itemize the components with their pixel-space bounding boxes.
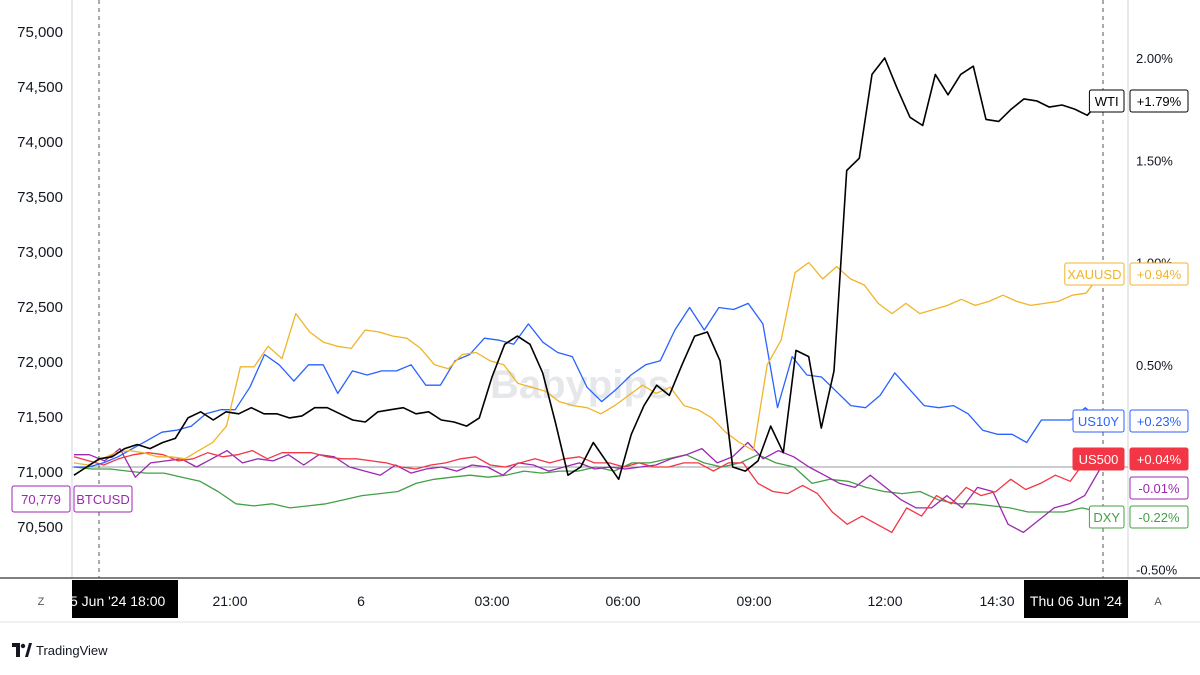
series-line-dxy [73, 454, 1101, 513]
time-tick-label: 03:00 [474, 593, 509, 609]
left-price-axis: 75,000 74,500 74,000 73,500 73,000 72,500 72,0… [17, 24, 63, 536]
left-tick-label: 73,000 [17, 244, 63, 261]
a-button-label: A [1154, 596, 1162, 608]
auto-scale-z-button[interactable]: Z [32, 592, 50, 610]
series-name: US500 [1079, 452, 1119, 467]
time-end-badge: Thu 06 Jun '24 [1024, 580, 1128, 618]
left-tick-label: 72,000 [17, 354, 63, 371]
series-line-btcusd [74, 441, 1101, 534]
right-tick-label: 2.00% [1136, 51, 1173, 66]
series-name: DXY [1093, 510, 1120, 525]
series-label-us500: US500 +0.04% [1072, 447, 1189, 471]
time-axis: 21:00 6 03:00 06:00 09:00 12:00 14:30 [212, 593, 1014, 609]
series-change: +0.23% [1137, 414, 1182, 429]
time-tick-label: 09:00 [736, 593, 771, 609]
series-line-us500 [73, 449, 1101, 534]
tradingview-logo-icon [12, 643, 32, 657]
time-tick-label: 21:00 [212, 593, 247, 609]
time-end-label: Thu 06 Jun '24 [1030, 593, 1122, 609]
left-tick-label: 74,000 [17, 134, 63, 151]
series-change: -0.22% [1138, 510, 1180, 525]
tradingview-logo-text: TradingView [36, 642, 108, 658]
series-label-btcusd: -0.01% 70,779 BTCUSD [11, 476, 1189, 513]
z-button-label: Z [38, 596, 45, 608]
left-tick-label: 74,500 [17, 79, 63, 96]
left-tick-label: 72,500 [17, 299, 63, 316]
time-tick-label: 6 [357, 593, 365, 609]
auto-scale-a-button[interactable]: A [1149, 592, 1167, 610]
series-change: +1.79% [1137, 94, 1182, 109]
series-line-wti [73, 57, 1101, 481]
left-tick-label: 71,500 [17, 409, 63, 426]
right-tick-label: 0.50% [1136, 358, 1173, 373]
left-tick-label: 75,000 [17, 24, 63, 41]
series-change: +0.94% [1137, 267, 1182, 282]
tradingview-logo[interactable]: TradingView [12, 640, 108, 660]
series-name: XAUUSD [1067, 267, 1121, 282]
left-tick-label: 70,500 [17, 519, 63, 536]
btcusd-current-price: 70,779 [21, 492, 61, 507]
right-tick-label: -0.50% [1136, 562, 1178, 577]
series-lines [73, 57, 1101, 534]
time-tick-label: 12:00 [867, 593, 902, 609]
series-name: US10Y [1078, 414, 1120, 429]
series-label-dxy: DXY -0.22% [1088, 505, 1189, 529]
time-start-badge: 5 Jun '24 18:00 [70, 580, 178, 618]
series-labels: WTI +1.79% XAUUSD +0.94% US10Y +0.23% US500 +0.… [11, 89, 1189, 529]
time-tick-label: 14:30 [979, 593, 1014, 609]
series-name: WTI [1095, 94, 1119, 109]
right-tick-label: 1.50% [1136, 153, 1173, 168]
comparison-chart: Babypips 75,00074,50074,00073,50073,0007… [0, 0, 1200, 623]
series-label-us10y: US10Y +0.23% [1072, 409, 1189, 433]
series-line-us10y [74, 302, 1101, 468]
watermark-text: Babypips [490, 363, 670, 407]
series-name: BTCUSD [76, 492, 129, 507]
time-start-label: 5 Jun '24 18:00 [70, 593, 166, 609]
series-change: +0.04% [1137, 452, 1182, 467]
series-line-xauusd [73, 261, 1101, 466]
series-label-xauusd: XAUUSD +0.94% [1064, 262, 1189, 286]
left-tick-label: 73,500 [17, 189, 63, 206]
time-tick-label: 06:00 [605, 593, 640, 609]
left-tick-label: 71,000 [17, 464, 63, 481]
series-change: -0.01% [1138, 481, 1180, 496]
series-label-wti: WTI +1.79% [1088, 89, 1189, 113]
